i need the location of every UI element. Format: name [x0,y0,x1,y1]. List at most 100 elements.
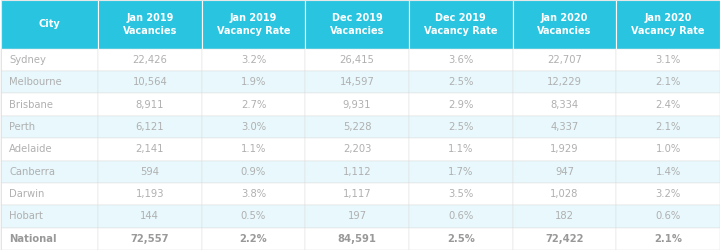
Text: 182: 182 [555,212,574,222]
Text: 3.2%: 3.2% [240,55,266,65]
Text: 1.7%: 1.7% [448,167,474,177]
Text: 3.1%: 3.1% [655,55,681,65]
Bar [98,71,202,94]
Text: 26,415: 26,415 [340,55,374,65]
Bar [202,116,305,138]
Text: 2.1%: 2.1% [655,122,681,132]
Bar [513,49,616,71]
Bar [1,160,98,183]
Text: Jan 2019
Vacancies: Jan 2019 Vacancies [122,13,177,36]
Bar [305,183,409,205]
Text: 3.5%: 3.5% [448,189,474,199]
Text: 594: 594 [140,167,159,177]
Bar [202,94,305,116]
Bar [513,228,616,250]
Bar [305,228,409,250]
Bar [513,183,616,205]
Text: 10,564: 10,564 [132,77,167,87]
Bar [409,160,513,183]
Bar [202,228,305,250]
Text: 8,911: 8,911 [135,100,164,110]
Bar [202,138,305,160]
Text: 2.1%: 2.1% [654,234,682,244]
Text: City: City [38,20,60,29]
Text: 3.8%: 3.8% [241,189,266,199]
Text: 2.7%: 2.7% [240,100,266,110]
Bar [1,116,98,138]
Text: Jan 2019
Vacancy Rate: Jan 2019 Vacancy Rate [217,13,290,36]
Bar [305,0,409,49]
Text: 197: 197 [348,212,366,222]
Bar [202,205,305,228]
Text: 72,422: 72,422 [545,234,584,244]
Text: 14,597: 14,597 [340,77,374,87]
Text: 3.2%: 3.2% [655,189,681,199]
Text: 2.2%: 2.2% [240,234,267,244]
Bar [616,0,720,49]
Text: 144: 144 [140,212,159,222]
Text: 2.9%: 2.9% [448,100,474,110]
Text: 1,028: 1,028 [550,189,579,199]
Bar [616,71,720,94]
Bar [409,116,513,138]
Bar [513,160,616,183]
Bar [513,71,616,94]
Text: 2.5%: 2.5% [448,77,474,87]
Text: 0.9%: 0.9% [240,167,266,177]
Text: 22,426: 22,426 [132,55,167,65]
Bar [513,205,616,228]
Text: 1.9%: 1.9% [240,77,266,87]
Text: Hobart: Hobart [9,212,43,222]
Text: Melbourne: Melbourne [9,77,62,87]
Bar [1,94,98,116]
Bar [202,160,305,183]
Bar [513,116,616,138]
Bar [1,205,98,228]
Bar [202,0,305,49]
Bar [202,183,305,205]
Bar [409,183,513,205]
Text: 2,141: 2,141 [135,144,164,154]
Text: 4,337: 4,337 [550,122,579,132]
Text: 9,931: 9,931 [343,100,372,110]
Text: 1.4%: 1.4% [655,167,681,177]
Bar [616,228,720,250]
Bar [409,71,513,94]
Bar [513,138,616,160]
Text: 84,591: 84,591 [338,234,377,244]
Bar [305,138,409,160]
Bar [513,0,616,49]
Text: Brisbane: Brisbane [9,100,53,110]
Bar [98,116,202,138]
Text: 3.0%: 3.0% [241,122,266,132]
Text: Perth: Perth [9,122,35,132]
Text: 2.4%: 2.4% [655,100,681,110]
Bar [409,205,513,228]
Bar [98,49,202,71]
Bar [409,0,513,49]
Bar [616,116,720,138]
Text: Jan 2020
Vacancies: Jan 2020 Vacancies [537,13,592,36]
Text: 1,112: 1,112 [343,167,372,177]
Bar [305,71,409,94]
Bar [98,183,202,205]
Bar [1,228,98,250]
Bar [98,138,202,160]
Bar [616,49,720,71]
Text: 0.5%: 0.5% [240,212,266,222]
Bar [98,160,202,183]
Text: 0.6%: 0.6% [655,212,681,222]
Text: 1.0%: 1.0% [655,144,681,154]
Text: Adelaide: Adelaide [9,144,53,154]
Text: 6,121: 6,121 [135,122,164,132]
Text: Jan 2020
Vacancy Rate: Jan 2020 Vacancy Rate [631,13,705,36]
Text: 2,203: 2,203 [343,144,372,154]
Text: 2.5%: 2.5% [448,122,474,132]
Text: 2.5%: 2.5% [447,234,474,244]
Bar [616,183,720,205]
Bar [1,49,98,71]
Bar [616,138,720,160]
Text: 1,117: 1,117 [343,189,372,199]
Bar [1,71,98,94]
Bar [616,160,720,183]
